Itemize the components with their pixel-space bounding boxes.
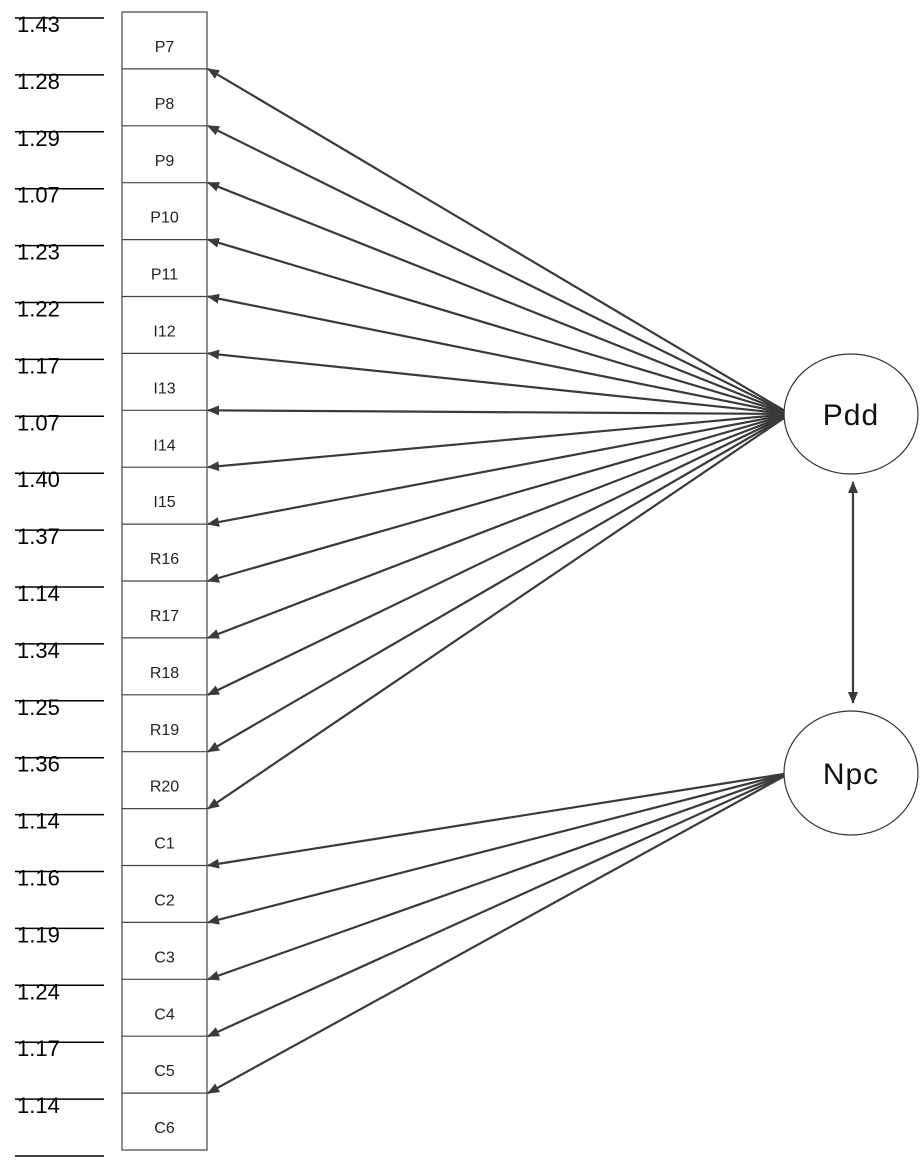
loading-path-arrow bbox=[207, 413, 791, 753]
loading-path-arrow bbox=[207, 412, 791, 472]
error-value: 1.16 bbox=[17, 866, 60, 891]
loading-path-arrow bbox=[207, 349, 791, 416]
loading-path-arrow bbox=[207, 771, 791, 1038]
error-values: 1.43 1.28 1.29 1.07 1.23 1.22 1.17 1.07 1.40 1.37… bbox=[15, 12, 104, 1157]
error-value: 1.25 bbox=[17, 695, 60, 720]
factor-npc-ellipse bbox=[783, 710, 919, 836]
indicator-label: P10 bbox=[150, 210, 179, 227]
error-value: 1.07 bbox=[17, 183, 60, 208]
error-value: 1.40 bbox=[17, 467, 60, 492]
loading-path-arrow bbox=[207, 412, 791, 639]
indicator-label: I13 bbox=[153, 380, 175, 397]
error-value: 1.17 bbox=[17, 353, 60, 378]
error-value: 1.28 bbox=[17, 69, 60, 94]
indicator-label: C2 bbox=[154, 893, 175, 910]
indicator-label: R16 bbox=[150, 551, 179, 568]
indicator-label: C6 bbox=[154, 1120, 175, 1137]
loading-path-arrow bbox=[207, 771, 791, 925]
loading-paths bbox=[207, 67, 791, 1095]
error-value: 1.17 bbox=[17, 1036, 60, 1061]
loading-path-arrow bbox=[207, 412, 791, 583]
error-value: 1.43 bbox=[17, 12, 60, 37]
loading-path-arrow bbox=[207, 181, 791, 416]
factor-npc-label: Npc bbox=[823, 758, 879, 791]
loading-path-arrow bbox=[207, 124, 791, 415]
loading-path-arrow bbox=[207, 237, 791, 416]
indicator-boxes: P7 P8 P9 P10 P11 I12 I13 I14 I15 R16 R17 R18 R19 R20 C… bbox=[121, 11, 208, 1151]
error-value: 1.23 bbox=[17, 240, 60, 265]
loading-path-arrow bbox=[207, 772, 791, 1095]
error-value: 1.14 bbox=[17, 581, 60, 606]
loading-path-arrow bbox=[207, 405, 791, 416]
loading-path-arrow bbox=[207, 771, 791, 869]
indicator-label: R17 bbox=[150, 608, 179, 625]
indicator-label: R18 bbox=[150, 665, 179, 682]
indicator-label: P9 bbox=[155, 153, 175, 170]
loading-path-arrow bbox=[207, 412, 791, 527]
error-value: 1.29 bbox=[17, 126, 60, 151]
loading-path-arrow bbox=[207, 413, 791, 810]
error-value: 1.24 bbox=[17, 979, 60, 1004]
indicator-label: C1 bbox=[154, 836, 175, 853]
error-value: 1.37 bbox=[17, 524, 60, 549]
factor-pdd-ellipse bbox=[783, 353, 919, 475]
error-value: 1.22 bbox=[17, 297, 60, 322]
indicator-label: P7 bbox=[155, 39, 175, 56]
indicator-label: I12 bbox=[153, 324, 175, 341]
loading-path-arrow bbox=[207, 67, 791, 415]
indicator-label: C4 bbox=[154, 1006, 175, 1023]
indicator-label: I15 bbox=[153, 494, 175, 511]
error-value: 1.34 bbox=[17, 638, 60, 663]
indicator-label: R19 bbox=[150, 722, 179, 739]
indicator-label: I14 bbox=[153, 437, 175, 454]
indicator-label: C3 bbox=[154, 949, 175, 966]
indicator-label: P11 bbox=[151, 267, 178, 284]
error-value: 1.36 bbox=[17, 752, 60, 777]
error-value: 1.14 bbox=[17, 1093, 60, 1118]
indicator-label: P8 bbox=[155, 96, 175, 113]
loading-path-arrow bbox=[207, 293, 791, 416]
indicator-label: C5 bbox=[154, 1063, 175, 1080]
error-value: 1.14 bbox=[17, 809, 60, 834]
indicator-label: R20 bbox=[150, 779, 179, 796]
error-value: 1.19 bbox=[17, 922, 60, 947]
error-value: 1.07 bbox=[17, 410, 60, 435]
loading-path-arrow bbox=[207, 771, 791, 981]
factor-pdd-label: Pdd bbox=[823, 399, 879, 432]
latent-factors: Pdd Npc bbox=[783, 353, 919, 836]
loading-path-arrow bbox=[207, 413, 791, 696]
